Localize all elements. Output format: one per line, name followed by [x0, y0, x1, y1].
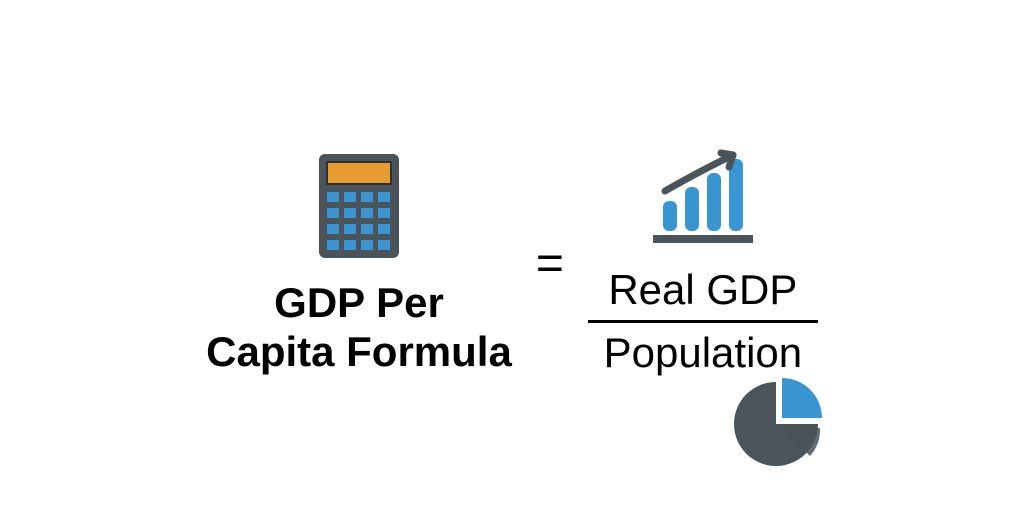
equals-sign: = — [536, 236, 564, 291]
calculator-icon — [315, 150, 403, 267]
formula-name-line2: Capita Formula — [206, 328, 512, 375]
formula-left-side: GDP Per Capita Formula — [206, 150, 512, 376]
formula-name: GDP Per Capita Formula — [206, 279, 512, 376]
numerator: Real GDP — [600, 264, 805, 316]
pie-chart-icon — [728, 372, 828, 477]
formula-name-line1: GDP Per — [274, 279, 444, 326]
fraction-bar — [588, 320, 818, 323]
bar-chart-icon — [643, 147, 763, 252]
fraction: Real GDP Population — [588, 264, 818, 379]
formula-right-side: Real GDP Population — [588, 147, 818, 379]
formula-container: GDP Per Capita Formula = Real GDP Popula… — [206, 147, 818, 379]
